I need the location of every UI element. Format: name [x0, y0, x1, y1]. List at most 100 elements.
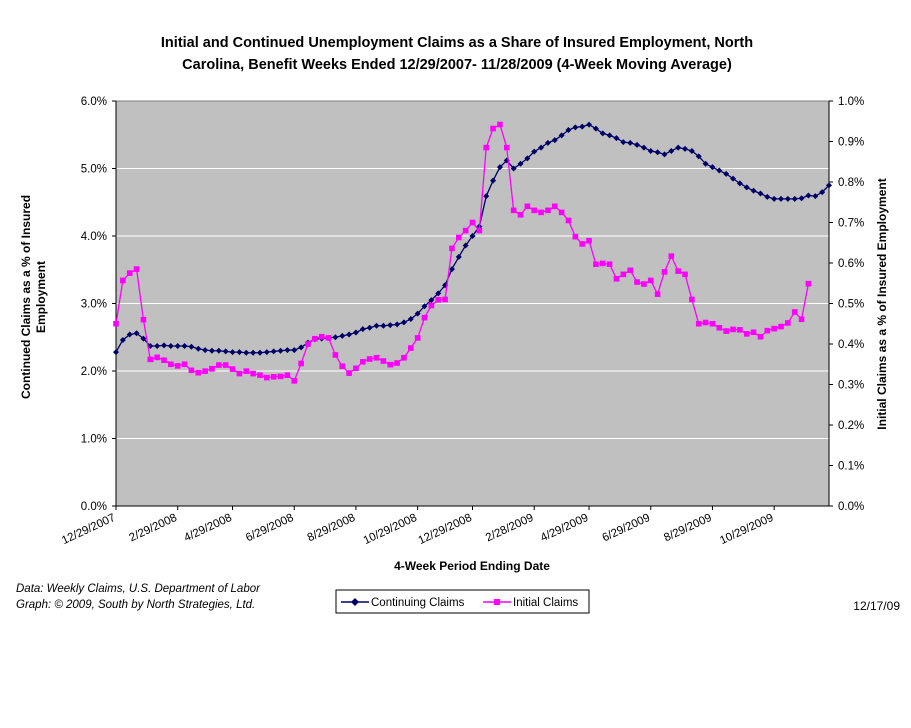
continuing-claims-point: [599, 130, 606, 137]
continuing-claims-point: [380, 322, 387, 329]
continuing-claims-point: [277, 347, 284, 354]
initial-claims-point: [366, 356, 373, 362]
continuing-claims-point: [284, 347, 291, 354]
continuing-claims-point: [174, 343, 181, 350]
initial-claims-point: [620, 271, 627, 278]
continuing-claims-point: [339, 332, 346, 339]
continuing-claims-point: [695, 153, 702, 160]
continuing-claims-point: [606, 132, 613, 139]
right-tick-label: 0.8%: [838, 177, 864, 189]
continuing-claims-point: [819, 189, 826, 196]
right-tick-label: 0.7%: [838, 218, 864, 230]
continuing-claims-point: [805, 192, 812, 199]
right-axis-ticks: 0.0% 0.1% 0.2% 0.3% 0.4% 0.5% 0.6% 0.7% 0.8% 0.9%…: [829, 96, 864, 513]
initial-claims-point: [312, 335, 318, 342]
continuing-claims-point: [750, 187, 757, 194]
initial-claims-point: [723, 328, 729, 334]
continuing-claims-point: [428, 297, 435, 304]
continuing-claims-point: [558, 132, 565, 139]
right-tick-label: 0.9%: [838, 137, 864, 149]
continuing-claims-point: [778, 195, 785, 202]
initial-claims-point: [531, 207, 538, 214]
x-tick-label: 2/28/2009: [484, 512, 535, 545]
continuing-claims-point: [263, 349, 270, 356]
initial-claims-point: [675, 268, 681, 274]
continuing-claims-point: [647, 147, 654, 154]
initial-claims-point: [140, 316, 147, 323]
continuing-claims-point: [243, 349, 250, 356]
continuing-claims-point: [407, 316, 414, 323]
initial-claims-point: [785, 320, 791, 326]
continuing-claims-point: [654, 149, 661, 156]
continuing-claims-point: [229, 349, 236, 356]
legend: Continuing Claims Initial Claims: [335, 589, 590, 614]
initial-claims-point: [497, 121, 503, 128]
chart-title-line-1: Initial and Continued Unemployment Claim…: [161, 35, 753, 51]
continuing-claims-point: [565, 127, 572, 134]
initial-claims-point: [264, 374, 270, 381]
chart-date: 12/17/09: [853, 599, 900, 613]
initial-claims-point: [174, 363, 181, 369]
initial-claims-point: [421, 314, 428, 321]
continuing-claims-point: [400, 319, 407, 326]
initial-claims-point: [455, 234, 462, 241]
x-tick-label: 6/29/2008: [244, 512, 295, 545]
source-note-line-1: Data: Weekly Claims, U.S. Department of …: [16, 583, 261, 595]
initial-claims-point: [483, 144, 490, 151]
continuing-claims-point: [627, 139, 634, 146]
left-axis-ticks: 0.0% 1.0% 2.0% 3.0% 4.0% 5.0% 6.0%: [81, 96, 116, 513]
initial-claims-point: [209, 365, 215, 372]
continuing-claims-point: [791, 195, 798, 202]
initial-claims-point: [346, 370, 352, 376]
right-tick-label: 1.0%: [838, 96, 864, 108]
continuing-claims-point: [222, 348, 229, 355]
continuing-claims-point: [551, 137, 558, 144]
left-tick-label: 3.0%: [81, 299, 107, 311]
left-tick-label: 0.0%: [81, 501, 107, 513]
x-tick-label: 2/29/2008: [128, 512, 179, 545]
initial-claims-point: [634, 279, 640, 285]
continuing-claims-point: [496, 164, 503, 171]
continuing-claims-point: [250, 349, 257, 356]
continuing-claims-point: [435, 290, 442, 297]
continuing-claims-point: [592, 125, 599, 132]
series-initial-claims: [113, 121, 812, 384]
continuing-claims-point: [208, 347, 215, 354]
initial-claims-point: [695, 320, 702, 327]
initial-claims-point: [270, 374, 277, 380]
initial-claims-point: [325, 335, 332, 341]
continuing-claims-point: [675, 144, 682, 151]
continuing-claims-point: [757, 190, 764, 197]
initial-claims-point: [627, 267, 633, 274]
initial-claims-point: [222, 362, 229, 368]
initial-claims-point: [318, 333, 325, 340]
continuing-claims-point: [394, 321, 401, 328]
continuing-claims-point: [352, 329, 359, 336]
continuing-claims-point: [160, 342, 167, 349]
initial-claims-point: [250, 370, 256, 377]
continuing-claims-point: [826, 182, 832, 189]
initial-claims-point: [599, 260, 606, 267]
continuing-claims-point: [517, 160, 524, 167]
x-tick-label: 6/29/2009: [601, 512, 652, 545]
right-tick-label: 0.1%: [838, 461, 864, 473]
continuing-claims-point: [771, 195, 778, 202]
initial-claims-point: [332, 352, 339, 358]
right-tick-label: 0.2%: [838, 420, 864, 432]
continuing-claims-point: [743, 184, 750, 191]
continuing-claims-point: [270, 348, 277, 355]
initial-claims-point: [181, 361, 188, 368]
continuing-claims-point: [181, 343, 188, 350]
continuing-claims-point: [140, 335, 147, 342]
initial-claims-point: [654, 291, 661, 297]
initial-claims-point: [702, 319, 709, 326]
initial-claims-point: [353, 365, 359, 372]
initial-claims-point: [428, 302, 435, 309]
continuing-claims-point: [448, 266, 455, 273]
x-tick-label: 4/29/2009: [539, 512, 590, 545]
continuing-claims-point: [682, 145, 689, 152]
x-tick-label: 8/29/2008: [306, 512, 357, 545]
left-tick-label: 1.0%: [81, 434, 107, 446]
initial-claims-point: [716, 325, 723, 331]
initial-claims-point: [401, 354, 407, 361]
